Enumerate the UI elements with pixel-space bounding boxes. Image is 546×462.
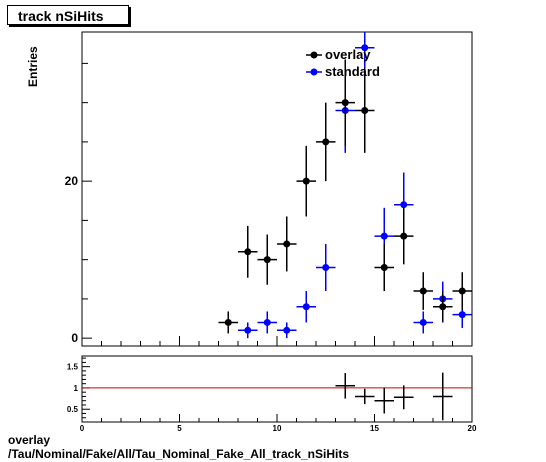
overlay-marker [380,264,388,271]
overlay-point [238,225,258,278]
legend: overlay standard [306,47,380,79]
ratio-axis-ticks: 0 5 10 15 20 0.5 1 1.5 [67,357,477,433]
standard-point [413,311,433,334]
ratio-plot-frame [81,355,473,423]
overlay-marker [458,287,466,295]
legend-marker-overlay [310,51,318,59]
overlay-marker [322,138,330,146]
ratio-point [355,388,375,405]
legend-label-standard: standard [325,64,380,79]
y-axis-title: Entries [26,46,40,87]
standard-marker [244,326,252,334]
ratio-point [374,387,394,414]
main-y-tick-label: 20 [65,174,79,188]
footer-caption: overlay /Tau/Nominal/Fake/All/Tau_Nomina… [8,433,349,461]
overlay-point [218,311,238,334]
ratio-y-tick-label: 1 [74,384,79,393]
main-plot-frame [81,31,473,347]
standard-point [316,243,336,292]
overlay-point [433,291,453,323]
overlay-marker [400,232,408,240]
main-axis-ticks: 0 20 [65,62,473,346]
overlay-point [316,102,336,182]
standard-marker [458,311,466,319]
overlay-marker [419,287,427,295]
overlay-marker [283,240,291,248]
footer-line-1: overlay [8,433,51,447]
ratio-data-points [335,372,453,421]
overlay-marker [224,318,232,326]
overlay-marker [263,256,271,264]
standard-point [296,291,316,323]
standard-marker [283,326,291,334]
ratio-y-tick-label: 1.5 [67,363,79,372]
overlay-point [355,68,375,153]
ratio-point [335,373,355,399]
standard-marker [400,201,408,209]
overlay-point [394,207,414,265]
standard-point [277,322,297,339]
standard-marker [302,303,310,311]
overlay-point [452,272,472,310]
legend-label-overlay: overlay [325,47,371,62]
ratio-x-tick-label: 15 [370,424,379,433]
overlay-point [296,145,316,217]
overlay-marker [341,99,349,107]
ratio-point [394,385,414,410]
overlay-marker [361,107,369,114]
standard-marker [419,318,427,326]
overlay-marker [439,303,447,311]
ratio-point [433,372,453,421]
legend-marker-standard [310,68,318,76]
ratio-x-tick-label: 10 [273,424,282,433]
standard-point [238,322,258,339]
histogram-title: track nSiHits [7,5,129,25]
overlay-point [374,243,394,292]
main-data-points [218,32,472,339]
standard-marker [263,318,271,326]
ratio-x-tick-label: 0 [80,424,85,433]
ratio-y-tick-label: 0.5 [67,405,79,414]
main-y-tick-label: 0 [71,331,78,345]
footer-line-2: /Tau/Nominal/Fake/All/Tau_Nominal_Fake_A… [8,447,349,461]
overlay-point [277,216,297,272]
overlay-marker [302,177,310,185]
standard-marker [380,232,388,240]
overlay-marker [244,248,252,256]
overlay-point [335,59,355,146]
standard-point [257,311,277,334]
overlay-point [257,234,277,285]
standard-marker [361,44,369,52]
standard-marker [322,264,330,271]
ratio-x-tick-label: 20 [468,424,477,433]
overlay-point [413,272,433,310]
ratio-x-tick-label: 5 [177,424,182,433]
